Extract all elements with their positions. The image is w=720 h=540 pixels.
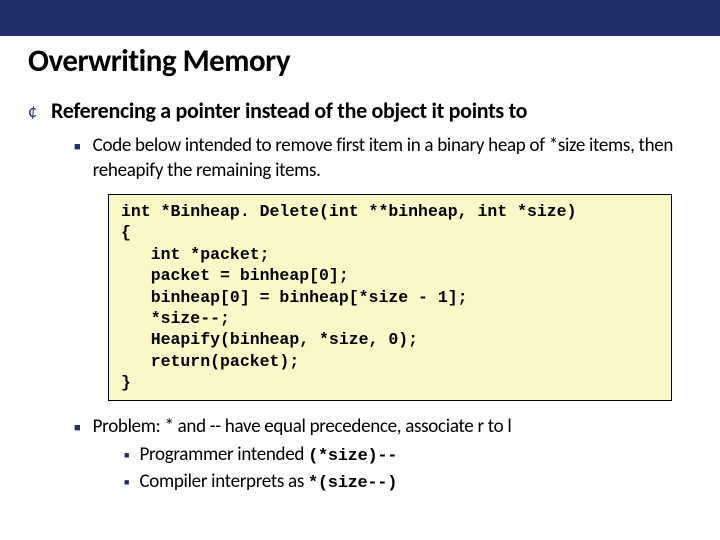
code-line: {	[121, 223, 131, 242]
small-square-bullet-icon: ■	[124, 477, 129, 488]
sub3a-plain: Programmer intended	[139, 443, 308, 466]
sub3b-plain: Compiler interprets as	[139, 470, 308, 493]
sub2-text: Problem: * and -- have equal precedence,…	[93, 415, 512, 440]
code-line: }	[121, 373, 131, 392]
bullet-level1: ¢ Referencing a pointer instead of the o…	[28, 98, 692, 124]
square-bullet-icon: ■	[74, 421, 81, 434]
code-line: Heapify(binheap, *size, 0);	[121, 330, 418, 349]
code-line: int *Binheap. Delete(int **binheap, int …	[121, 202, 576, 221]
code-line: packet = binheap[0];	[121, 266, 349, 285]
bullet-level2: ■ Problem: * and -- have equal precedenc…	[74, 415, 692, 440]
heading-text: Referencing a pointer instead of the obj…	[51, 98, 527, 124]
code-block: int *Binheap. Delete(int **binheap, int …	[108, 194, 672, 401]
bullet-level3: ■ Compiler interprets as *(size--)	[124, 470, 692, 495]
slide-content: Overwriting Memory ¢ Referencing a point…	[0, 36, 720, 496]
sub3b-code: *(size--)	[308, 474, 397, 493]
circle-bullet-icon: ¢	[28, 100, 37, 122]
sub1-text: Code below intended to remove first item…	[93, 134, 692, 183]
code-line: *size--;	[121, 309, 230, 328]
bullet-level3: ■ Programmer intended (*size)--	[124, 443, 692, 468]
code-line: int *packet;	[121, 245, 270, 264]
slide-title: Overwriting Memory	[28, 42, 692, 80]
title-bar	[0, 0, 720, 36]
sub3b-text: Compiler interprets as *(size--)	[139, 470, 397, 495]
bullet-level2: ■ Code below intended to remove first it…	[74, 134, 692, 183]
small-square-bullet-icon: ■	[124, 450, 129, 461]
code-line: binheap[0] = binheap[*size - 1];	[121, 288, 468, 307]
sub3a-text: Programmer intended (*size)--	[139, 443, 397, 468]
square-bullet-icon: ■	[74, 140, 81, 153]
code-line: return(packet);	[121, 352, 299, 371]
sub3a-code: (*size)--	[308, 447, 397, 466]
